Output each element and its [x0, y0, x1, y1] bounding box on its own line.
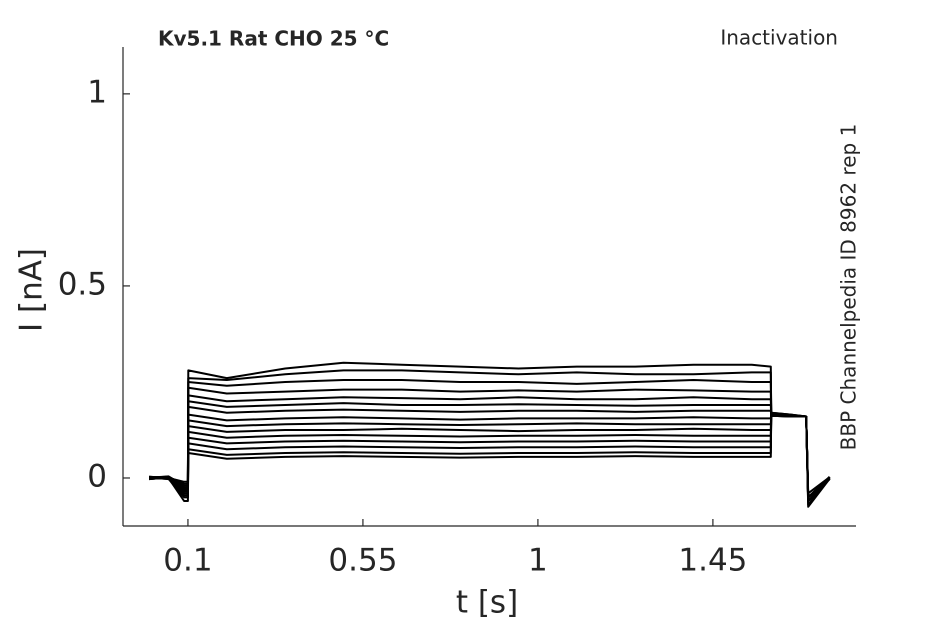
annotation: BBP Channelpedia ID 8962 rep 1	[837, 124, 861, 451]
chart-title: Kv5.1 Rat CHO 25 °C	[158, 27, 389, 51]
x-tick-label: 0.1	[163, 543, 212, 579]
y-tick-label: 0	[87, 458, 107, 494]
x-axis-label: t [s]	[456, 585, 518, 621]
x-tick-label: 1	[528, 543, 548, 579]
x-tick-label: 1.45	[678, 543, 747, 579]
chart-subtitle: Inactivation	[720, 26, 838, 50]
trace	[149, 413, 831, 499]
trace	[149, 414, 831, 508]
x-tick-label: 0.55	[328, 543, 397, 579]
y-tick-label: 0.5	[58, 266, 107, 302]
trace	[149, 400, 831, 502]
y-tick-label: 1	[87, 74, 107, 110]
y-axis-label: I [nA]	[14, 248, 50, 332]
